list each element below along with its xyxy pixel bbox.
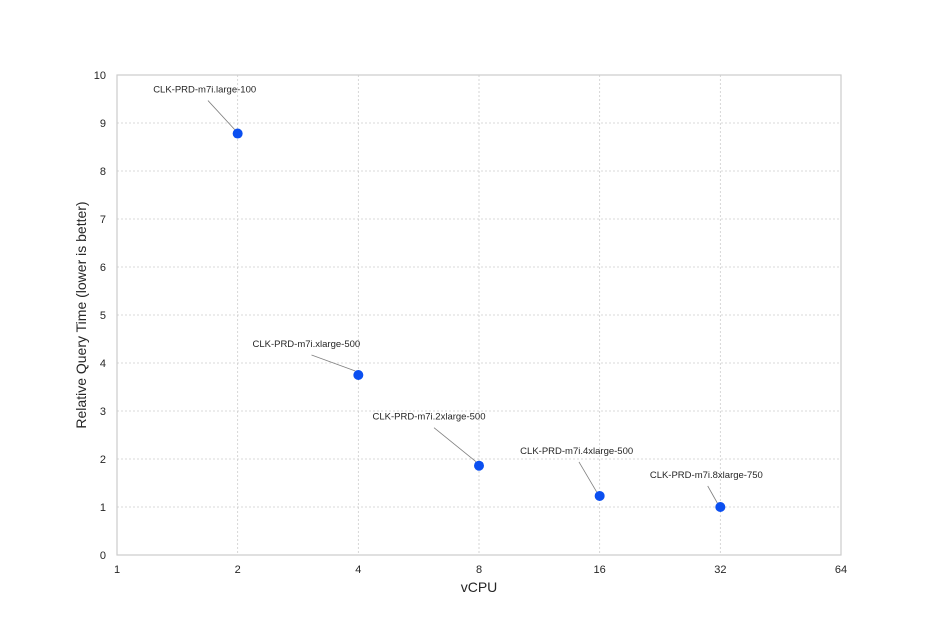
x-tick-label: 64	[835, 564, 847, 576]
y-axis-title: Relative Query Time (lower is better)	[73, 201, 89, 428]
annotation-leader-line	[578, 461, 598, 493]
grid-lines	[117, 75, 841, 555]
y-tick-label: 2	[100, 454, 106, 466]
y-tick-label: 5	[100, 310, 106, 322]
x-tick-label: 16	[594, 564, 606, 576]
x-tick-label: 32	[714, 564, 726, 576]
annotation-leader-line	[207, 100, 235, 130]
x-tick-label: 2	[235, 564, 241, 576]
y-tick-label: 7	[100, 214, 106, 226]
y-tick-label: 8	[100, 166, 106, 178]
x-tick-label: 4	[355, 564, 361, 576]
data-point-marker	[715, 502, 726, 512]
y-tick-label: 4	[100, 358, 106, 370]
point-annotations: CLK-PRD-m7i.large-100 CLK-PRD-m7i.xlarge-…	[153, 85, 763, 504]
data-point-marker	[232, 128, 243, 139]
annotation-leader-line	[311, 354, 356, 372]
x-tick-labels: 1 2 4 8 16 32 64	[114, 564, 847, 576]
point-annotation-label: CLK-PRD-m7i.4xlarge-500	[520, 446, 633, 457]
data-points	[232, 128, 726, 512]
data-point-marker	[594, 490, 605, 501]
point-annotation-label: CLK-PRD-m7i.2xlarge-500	[373, 412, 486, 423]
y-tick-label: 10	[94, 70, 106, 82]
y-tick-label: 0	[100, 550, 106, 562]
y-tick-label: 6	[100, 262, 106, 274]
point-annotation-label: CLK-PRD-m7i.xlarge-500	[252, 339, 360, 350]
point-annotation-label: CLK-PRD-m7i.large-100	[153, 85, 256, 96]
y-tick-label: 1	[100, 502, 106, 514]
x-axis-title: vCPU	[461, 579, 498, 595]
y-tick-label: 3	[100, 406, 106, 418]
point-annotation-label: CLK-PRD-m7i.8xlarge-750	[650, 470, 763, 481]
y-tick-label: 9	[100, 118, 106, 130]
annotation-leader-line	[707, 485, 718, 504]
annotation-leader-line	[433, 427, 477, 463]
data-point-marker	[474, 460, 484, 471]
x-tick-label: 8	[476, 564, 482, 576]
y-tick-labels: 0 1 2 3 4 5 6 7 8 9 10	[94, 70, 106, 562]
data-point-marker	[353, 370, 364, 380]
x-tick-label: 1	[114, 564, 120, 576]
plot-frame	[116, 74, 842, 556]
